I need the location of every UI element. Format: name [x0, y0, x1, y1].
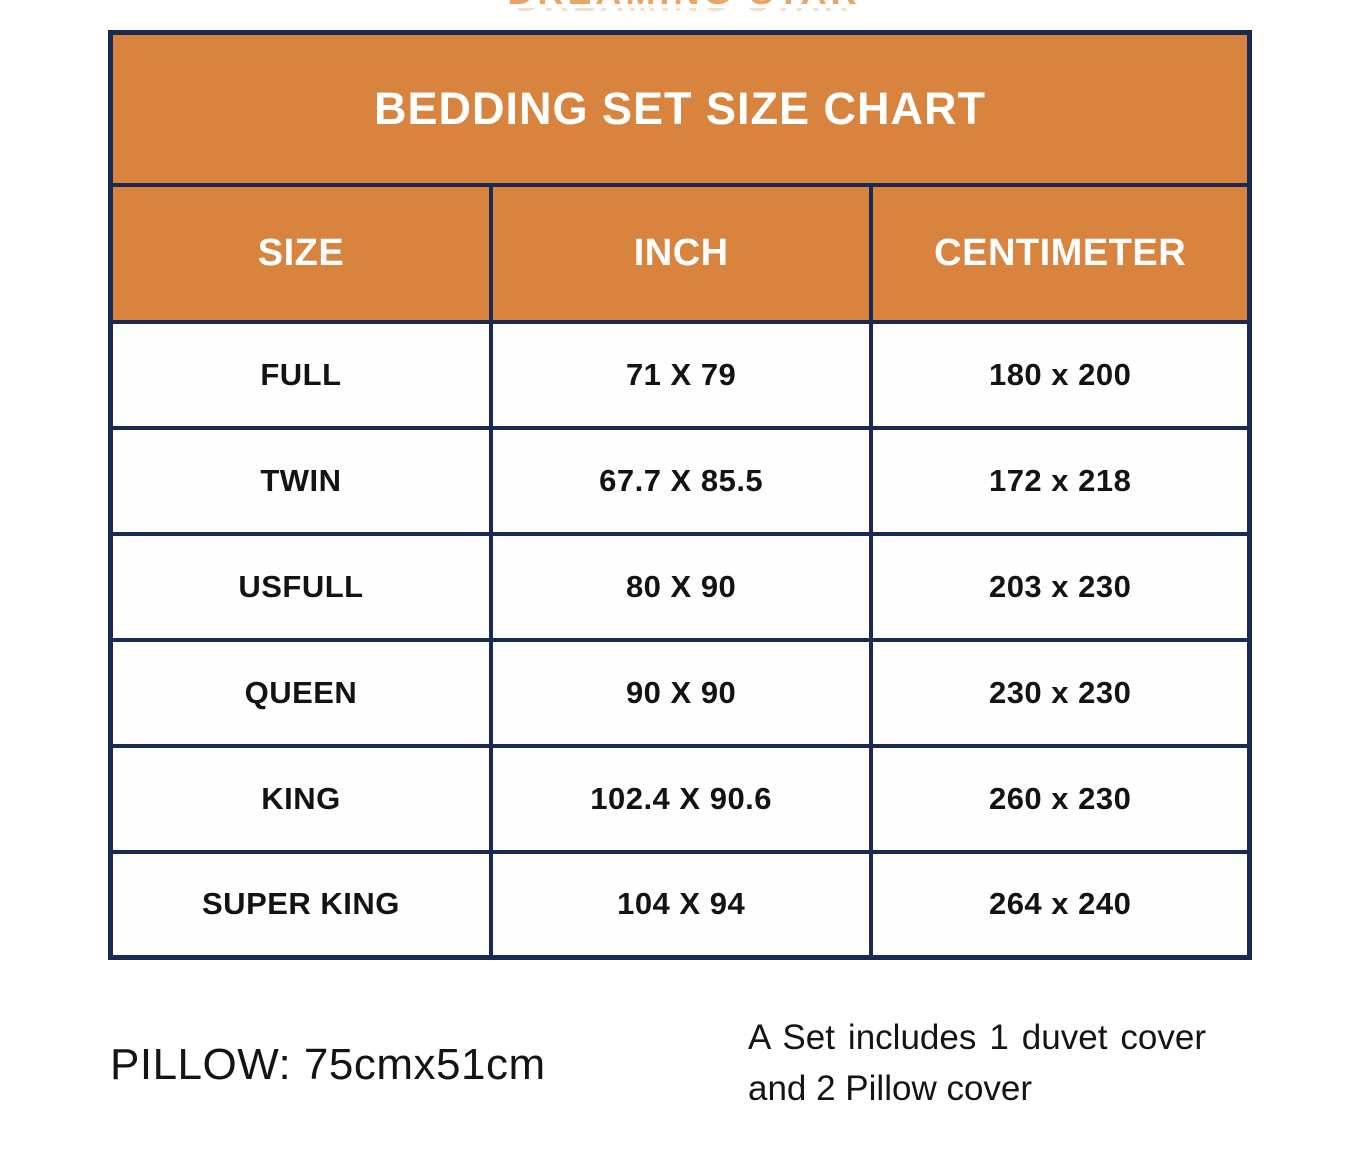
size-cell: KING [108, 743, 493, 854]
table-row-queen: QUEEN 90 X 90 230 x 230 [108, 637, 1252, 748]
size-chart-table: BEDDING SET SIZE CHART SIZE INCH CENTIME… [108, 30, 1252, 960]
size-cell: FULL [108, 319, 493, 430]
table-title-row: BEDDING SET SIZE CHART [108, 30, 1252, 187]
cm-cell: 172 x 218 [869, 425, 1252, 536]
table-row-super-king: SUPER KING 104 X 94 264 x 240 [108, 849, 1252, 960]
table-row-usfull: USFULL 80 X 90 203 x 230 [108, 531, 1252, 642]
table-row-full: FULL 71 X 79 180 x 200 [108, 319, 1252, 430]
inch-cell: 90 X 90 [488, 637, 874, 748]
column-header-size: SIZE [108, 182, 493, 324]
inch-cell: 80 X 90 [488, 531, 874, 642]
cm-cell: 203 x 230 [869, 531, 1252, 642]
inch-cell: 104 X 94 [488, 849, 874, 960]
cm-cell: 230 x 230 [869, 637, 1252, 748]
brand-subtext-clipped: DREAMING STAR [0, 8, 1368, 12]
brand-subtext: DREAMING STAR [516, 8, 853, 12]
inch-cell: 71 X 79 [488, 319, 874, 430]
size-cell: SUPER KING [108, 849, 493, 960]
table-row-twin: TWIN 67.7 X 85.5 172 x 218 [108, 425, 1252, 536]
column-header-centimeter: CENTIMETER [869, 182, 1252, 324]
table-row-king: KING 102.4 X 90.6 260 x 230 [108, 743, 1252, 854]
brand-text: DREAMING STAR [507, 0, 860, 6]
inch-cell: 102.4 X 90.6 [488, 743, 874, 854]
cm-cell: 260 x 230 [869, 743, 1252, 854]
size-cell: USFULL [108, 531, 493, 642]
pillow-size-note: PILLOW: 75cmx51cm [110, 1040, 546, 1089]
size-cell: TWIN [108, 425, 493, 536]
cm-cell: 180 x 200 [869, 319, 1252, 430]
size-cell: QUEEN [108, 637, 493, 748]
table-header-row: SIZE INCH CENTIMETER [108, 182, 1252, 324]
set-note-line2: and 2 Pillow cover [748, 1069, 1033, 1108]
brand-text-clipped: DREAMING STAR [0, 0, 1368, 6]
inch-cell: 67.7 X 85.5 [488, 425, 874, 536]
set-note-line1: A Set includes 1 duvet cover [748, 1018, 1206, 1057]
table-title: BEDDING SET SIZE CHART [108, 30, 1252, 187]
column-header-inch: INCH [488, 182, 874, 324]
cm-cell: 264 x 240 [869, 849, 1252, 960]
set-contents-note: A Set includes 1 duvet cover and 2 Pillo… [748, 1012, 1206, 1114]
